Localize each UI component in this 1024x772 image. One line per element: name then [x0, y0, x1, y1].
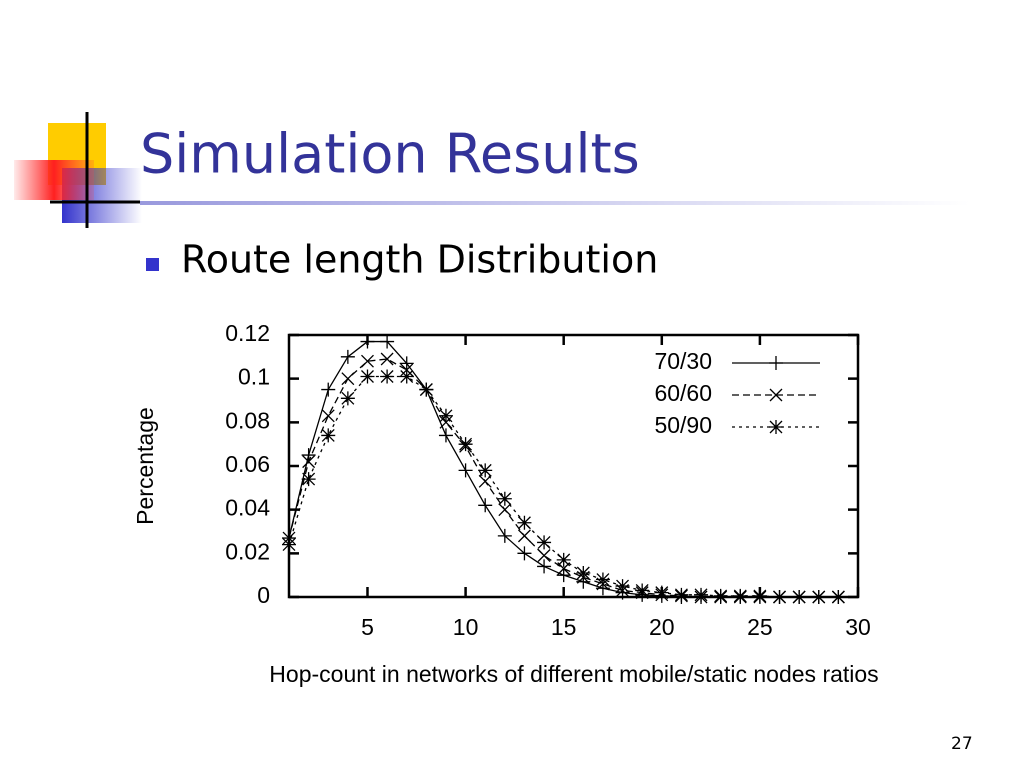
- point-marker: [595, 572, 610, 587]
- point-marker: [282, 537, 296, 552]
- point-marker: [321, 382, 336, 397]
- y-tick-label: 0.06: [225, 451, 270, 477]
- bullet-text: Route length Distribution: [181, 238, 658, 282]
- point-marker: [615, 579, 630, 594]
- point-marker: [458, 437, 473, 452]
- point-marker: [811, 590, 826, 604]
- x-tick-label: 5: [361, 614, 374, 640]
- y-tick-label: 0: [257, 582, 270, 608]
- x-tick-label: 15: [551, 614, 577, 640]
- point-marker: [497, 491, 512, 506]
- legend-label: 60/60: [654, 380, 712, 406]
- point-marker: [321, 428, 336, 443]
- point-marker: [380, 334, 395, 349]
- point-marker: [399, 356, 414, 371]
- point-marker: [556, 568, 571, 583]
- point-marker: [478, 498, 493, 513]
- page-number: 27: [951, 734, 973, 754]
- point-marker: [438, 428, 453, 443]
- bullet-marker: [146, 258, 159, 271]
- point-marker: [498, 503, 512, 517]
- point-marker: [360, 334, 375, 349]
- point-marker: [517, 515, 532, 530]
- point-marker: [399, 369, 414, 384]
- x-tick-label: 25: [747, 614, 773, 640]
- y-tick-label: 0.02: [225, 538, 270, 564]
- point-marker: [478, 463, 493, 478]
- point-marker: [517, 546, 532, 561]
- point-marker: [772, 590, 787, 604]
- slide-title: Simulation Results: [140, 123, 640, 186]
- point-marker: [674, 587, 689, 602]
- point-marker: [419, 382, 434, 397]
- point-marker: [380, 352, 394, 366]
- point-marker: [635, 583, 650, 598]
- point-marker: [713, 588, 728, 603]
- series-line: [288, 358, 839, 598]
- point-marker: [340, 349, 355, 364]
- legend-label: 70/30: [654, 348, 712, 374]
- y-tick-label: 0.1: [238, 364, 270, 390]
- legend-marker: [769, 420, 783, 434]
- point-marker: [752, 588, 767, 603]
- point-marker: [654, 585, 669, 600]
- point-marker: [301, 448, 316, 463]
- point-marker: [694, 587, 709, 602]
- point-marker: [497, 528, 512, 543]
- point-marker: [361, 354, 374, 368]
- point-marker: [831, 590, 846, 604]
- point-marker: [321, 409, 335, 423]
- point-marker: [341, 372, 355, 386]
- point-marker: [792, 590, 807, 604]
- point-marker: [458, 463, 473, 478]
- point-marker: [438, 408, 453, 423]
- point-marker: [733, 588, 748, 603]
- legend-marker: [769, 388, 783, 402]
- x-axis-label: Hop-count in networks of different mobil…: [269, 661, 878, 687]
- x-tick-label: 20: [649, 614, 675, 640]
- plot-frame: [287, 333, 860, 599]
- point-marker: [537, 559, 552, 574]
- point-marker: [537, 549, 551, 562]
- y-tick-label: 0.08: [225, 407, 270, 433]
- decoration: [14, 112, 970, 228]
- y-tick-label: 0.04: [225, 495, 270, 521]
- legend-marker: [769, 356, 783, 370]
- x-tick-label: 30: [845, 614, 871, 640]
- y-axis-label: Percentage: [132, 407, 158, 525]
- point-marker: [360, 369, 375, 384]
- point-marker: [380, 369, 395, 384]
- point-marker: [302, 455, 316, 469]
- legend-label: 50/90: [654, 412, 712, 438]
- point-marker: [537, 535, 552, 550]
- chart: Percentage Hop-count in networks of diff…: [132, 320, 879, 687]
- y-tick-label: 0.12: [225, 320, 270, 346]
- point-marker: [301, 472, 316, 487]
- x-tick-label: 10: [453, 614, 479, 640]
- point-marker: [576, 565, 591, 580]
- point-marker: [517, 529, 531, 543]
- point-marker: [340, 391, 355, 406]
- point-marker: [556, 552, 571, 567]
